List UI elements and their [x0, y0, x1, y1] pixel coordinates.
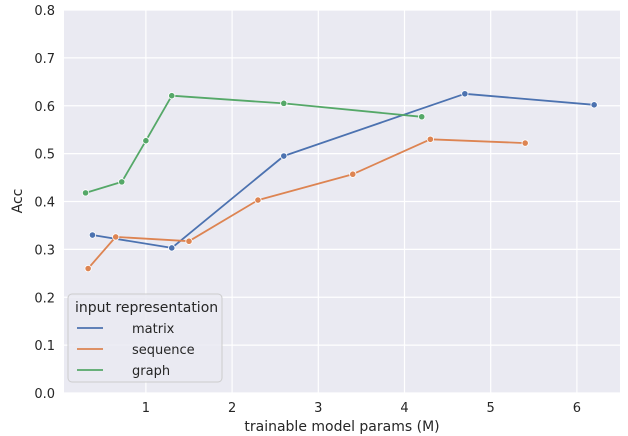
- legend-label-graph: graph: [132, 364, 170, 379]
- tick-labels: 0.0 0.1 0.2 0.3 0.4 0.5 0.6 0.7 0.8 1 2 3 4 5 6: [34, 4, 581, 416]
- legend-label-matrix: matrix: [132, 322, 175, 337]
- y-tick-label: 0.0: [34, 387, 55, 402]
- y-tick-label: 0.1: [34, 339, 55, 354]
- data-point-matrix: [461, 90, 469, 98]
- y-tick-label: 0.6: [34, 100, 55, 115]
- x-tick-label: 4: [400, 401, 408, 416]
- data-point-sequence: [349, 170, 357, 178]
- data-point-graph: [418, 113, 426, 121]
- data-point-sequence: [254, 196, 262, 204]
- x-tick-label: 2: [228, 401, 236, 416]
- series-matrix: [88, 90, 598, 252]
- legend-label-sequence: sequence: [132, 343, 195, 358]
- data-point-matrix: [280, 152, 288, 160]
- y-tick-label: 0.2: [34, 291, 55, 306]
- series-line-graph: [85, 94, 422, 194]
- data-point-sequence: [84, 264, 92, 273]
- y-tick-label: 0.4: [34, 196, 55, 211]
- y-tick-label: 0.7: [34, 52, 55, 67]
- series-sequence: [84, 135, 529, 273]
- x-tick-label: 1: [142, 401, 150, 416]
- data-point-matrix: [590, 101, 598, 109]
- series-graph: [81, 92, 426, 197]
- y-tick-label: 0.8: [34, 4, 55, 19]
- data-point-graph: [81, 189, 90, 197]
- data-point-graph: [118, 178, 126, 186]
- data-point-matrix: [88, 231, 97, 239]
- x-axis-label: trainable model params (M): [244, 419, 439, 435]
- series-layer: [81, 90, 598, 273]
- data-point-sequence: [112, 233, 120, 241]
- data-point-graph: [142, 137, 150, 145]
- legend-entries: matrix sequence graph: [77, 322, 195, 379]
- y-tick-label: 0.5: [34, 148, 55, 163]
- y-tick-label: 0.3: [34, 243, 55, 258]
- data-point-matrix: [168, 244, 176, 252]
- x-tick-label: 3: [314, 401, 322, 416]
- legend-title: input representation: [75, 300, 218, 316]
- data-point-sequence: [185, 237, 193, 245]
- data-point-sequence: [426, 135, 434, 143]
- data-point-sequence: [521, 139, 529, 147]
- data-point-graph: [168, 92, 176, 100]
- y-axis-label: Acc: [10, 189, 26, 214]
- data-point-graph: [280, 99, 288, 107]
- x-tick-label: 5: [487, 401, 495, 416]
- legend-box: [67, 293, 223, 383]
- legend: input representation matrix sequence graph: [67, 293, 223, 383]
- x-tick-label: 6: [573, 401, 581, 416]
